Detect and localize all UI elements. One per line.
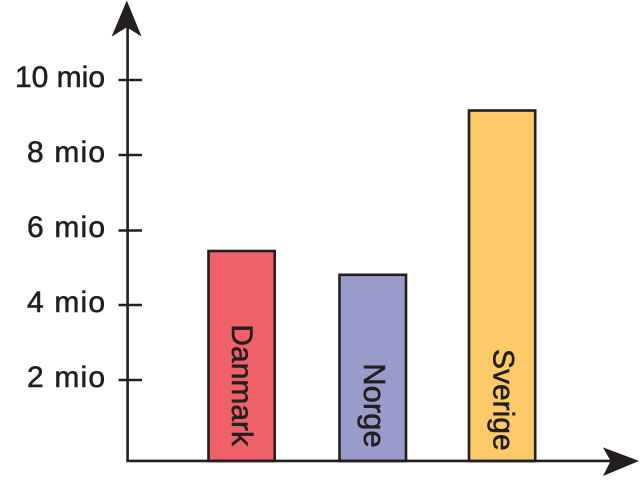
svg-text:6 mio: 6 mio: [27, 211, 105, 244]
svg-text:Norge: Norge: [357, 363, 392, 447]
svg-text:Danmark: Danmark: [225, 324, 258, 447]
svg-text:10 mio: 10 mio: [15, 61, 105, 94]
svg-text:4 mio: 4 mio: [27, 286, 105, 319]
svg-text:8 mio: 8 mio: [27, 136, 105, 169]
svg-text:Sverige: Sverige: [487, 349, 520, 451]
svg-text:2 mio: 2 mio: [27, 361, 105, 394]
